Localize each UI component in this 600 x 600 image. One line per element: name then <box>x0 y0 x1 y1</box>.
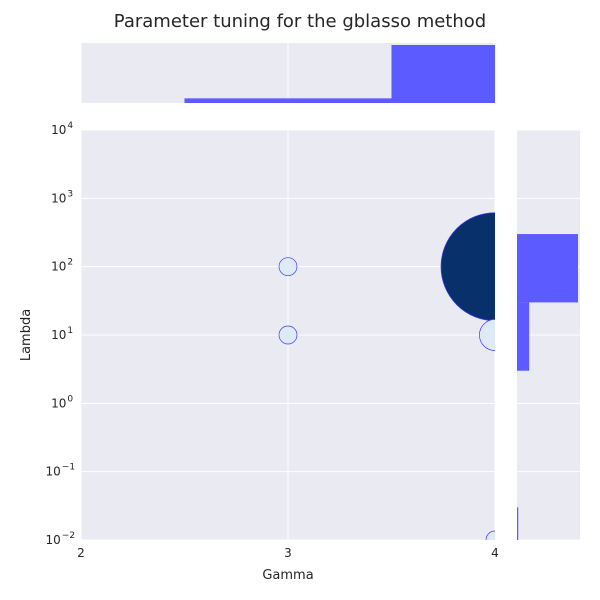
y-tick-label: 10 1 <box>51 326 73 342</box>
scatter-point <box>479 319 495 351</box>
top-marginal-bar <box>184 98 392 103</box>
right-marginal-bars <box>517 234 578 540</box>
y-tick-label: 10 0 <box>51 394 73 410</box>
y-tick-base: 10 <box>46 533 61 547</box>
scatter-point <box>485 530 495 540</box>
scatter-points <box>278 212 495 540</box>
right-marginal-bar <box>517 302 530 371</box>
scatter-point <box>440 212 495 322</box>
y-tick-base: 10 <box>51 260 66 274</box>
chart-title: Parameter tuning for the gblasso method <box>114 11 486 32</box>
y-tick-label: 10 4 <box>51 121 73 137</box>
y-tick-label: 10 3 <box>51 189 73 205</box>
scatter-point <box>278 257 298 277</box>
y-tick-exponent: 0 <box>67 394 73 404</box>
x-tick-label: 2 <box>77 546 85 560</box>
x-tick-label: 4 <box>491 546 499 560</box>
y-tick-label: 10 −1 <box>46 463 76 479</box>
x-axis-ticks: 2 3 4 <box>77 546 499 560</box>
y-tick-label: 10 −2 <box>46 531 76 547</box>
y-tick-exponent: 3 <box>67 189 73 199</box>
top-marginal-histogram <box>80 43 496 103</box>
y-tick-label: 10 2 <box>51 258 73 274</box>
y-tick-exponent: −1 <box>62 463 75 473</box>
right-marginal-bar <box>517 234 578 303</box>
y-tick-base: 10 <box>51 396 66 410</box>
top-marginal-bar <box>391 45 495 103</box>
y-tick-exponent: 2 <box>67 258 73 268</box>
y-tick-exponent: 1 <box>67 326 73 336</box>
y-tick-exponent: 4 <box>67 121 73 131</box>
y-tick-exponent: −2 <box>62 531 75 541</box>
x-tick-label: 3 <box>284 546 292 560</box>
top-marginal-bars <box>184 45 495 103</box>
main-plot <box>80 129 496 541</box>
y-tick-base: 10 <box>46 465 61 479</box>
right-marginal-histogram <box>517 129 580 541</box>
right-marginal-bar <box>517 507 519 540</box>
scatter-point <box>278 325 298 345</box>
y-tick-base: 10 <box>51 328 66 342</box>
y-tick-base: 10 <box>51 191 66 205</box>
y-tick-base: 10 <box>51 123 66 137</box>
y-axis-label: Lambda <box>19 309 34 361</box>
x-axis-label: Gamma <box>262 568 313 583</box>
